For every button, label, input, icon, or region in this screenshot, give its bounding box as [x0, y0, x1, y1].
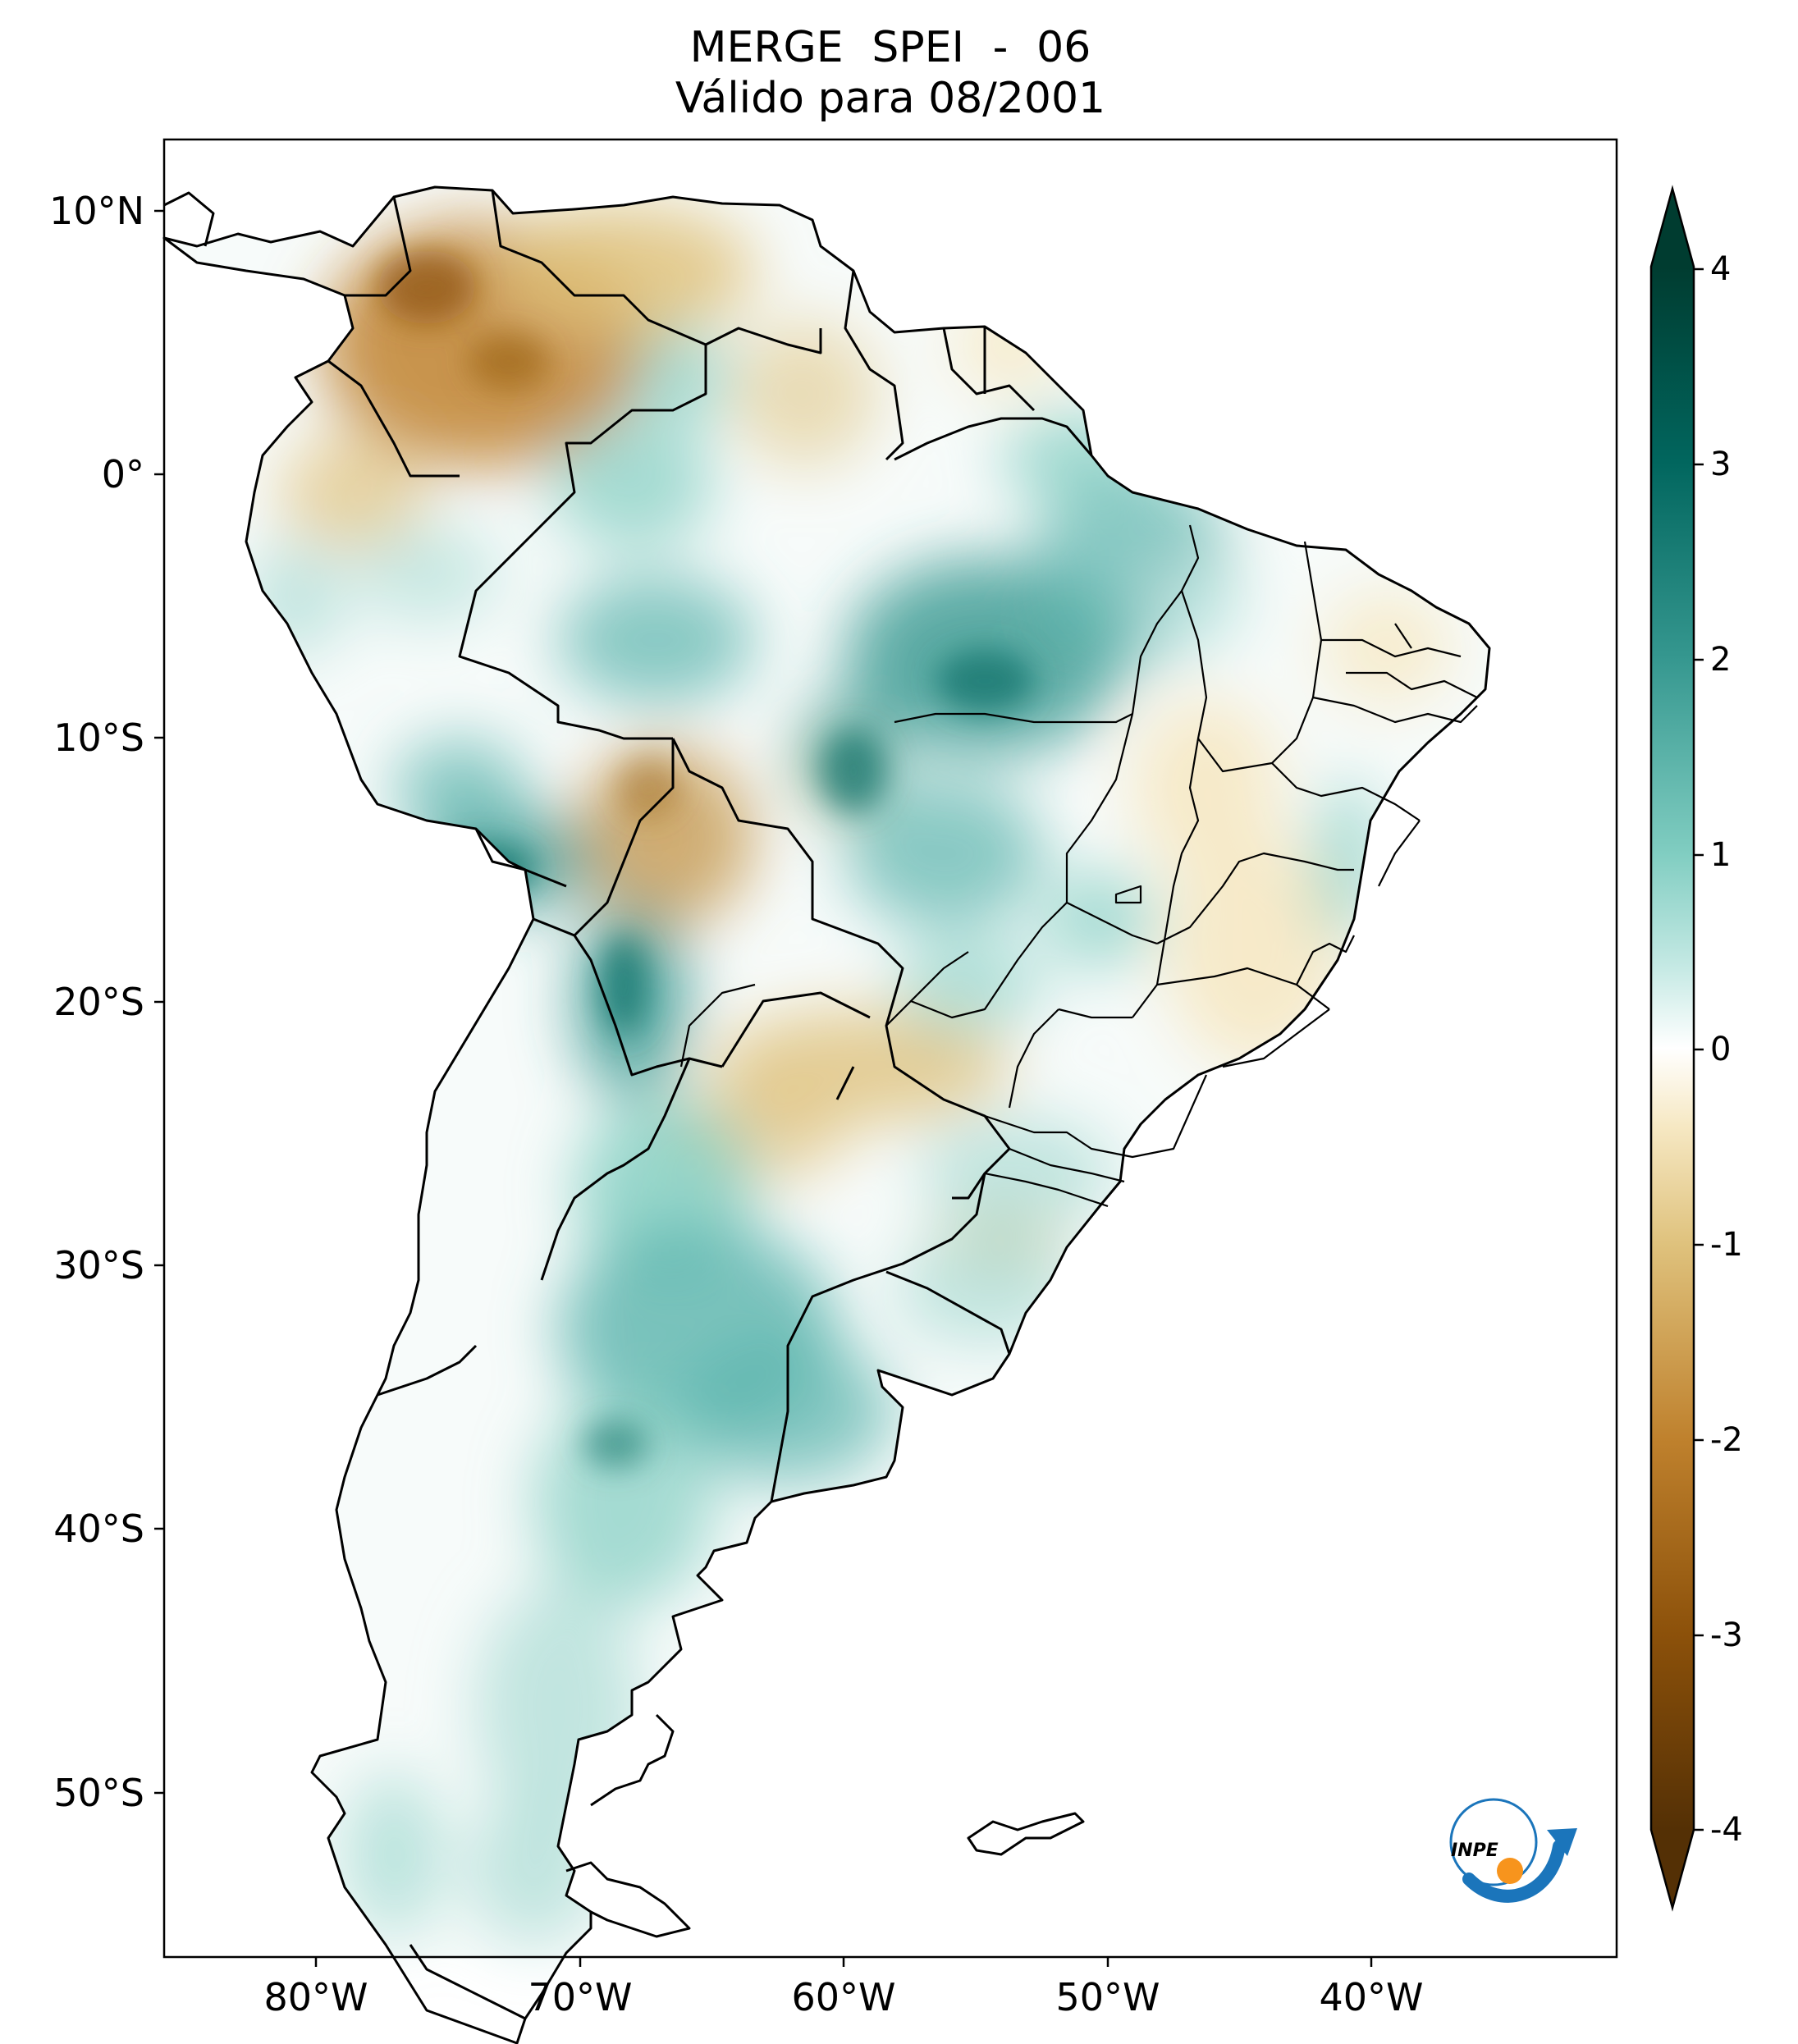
lon-label-60w: 60°W	[791, 1975, 895, 2019]
lat-label-0: 0°	[102, 452, 144, 496]
lat-label-20s: 20°S	[53, 980, 144, 1024]
map-frame	[162, 138, 1618, 1959]
colorbar-extend-max	[1651, 189, 1694, 267]
lon-label-50w: 50°W	[1055, 1975, 1160, 2019]
lon-label-70w: 70°W	[528, 1975, 632, 2019]
colorbar-tick-minus2: -2	[1710, 1421, 1743, 1459]
lon-tick-marks	[314, 1957, 1373, 1967]
colorbar-tick-3: 3	[1710, 446, 1731, 483]
colorbar-tick-4: 4	[1710, 250, 1731, 288]
lat-label-10n: 10°N	[49, 189, 144, 233]
colorbar-ramp	[1651, 267, 1694, 1830]
inpe-logo-text: INPE	[1451, 1841, 1498, 1861]
colorbar-extend-min	[1651, 1830, 1694, 1908]
country-borders	[162, 185, 1491, 2044]
lat-label-50s: 50°S	[53, 1771, 144, 1815]
lat-label-40s: 40°S	[53, 1507, 144, 1551]
inpe-logo: INPE	[1449, 1798, 1577, 1903]
map-title: MERGE SPEI - 06	[689, 23, 1091, 72]
lon-label-80w: 80°W	[263, 1975, 368, 2019]
map-subtitle: Válido para 08/2001	[675, 74, 1106, 123]
lon-label-40w: 40°W	[1319, 1975, 1423, 2019]
colorbar: 4 3 2 1 0 -1 -2 -3 -4	[1649, 185, 1743, 1912]
lat-tick-marks	[154, 209, 164, 1795]
lat-label-30s: 30°S	[53, 1243, 144, 1287]
colorbar-tick-minus1: -1	[1710, 1226, 1743, 1264]
colorbar-tick-2: 2	[1710, 641, 1731, 679]
colorbar-tick-0: 0	[1710, 1031, 1731, 1068]
lat-label-10s: 10°S	[53, 716, 144, 760]
colorbar-tick-minus4: -4	[1710, 1811, 1743, 1849]
state-borders	[679, 524, 1478, 1208]
colorbar-tick-minus3: -3	[1710, 1616, 1743, 1654]
colorbar-tick-1: 1	[1710, 836, 1731, 874]
